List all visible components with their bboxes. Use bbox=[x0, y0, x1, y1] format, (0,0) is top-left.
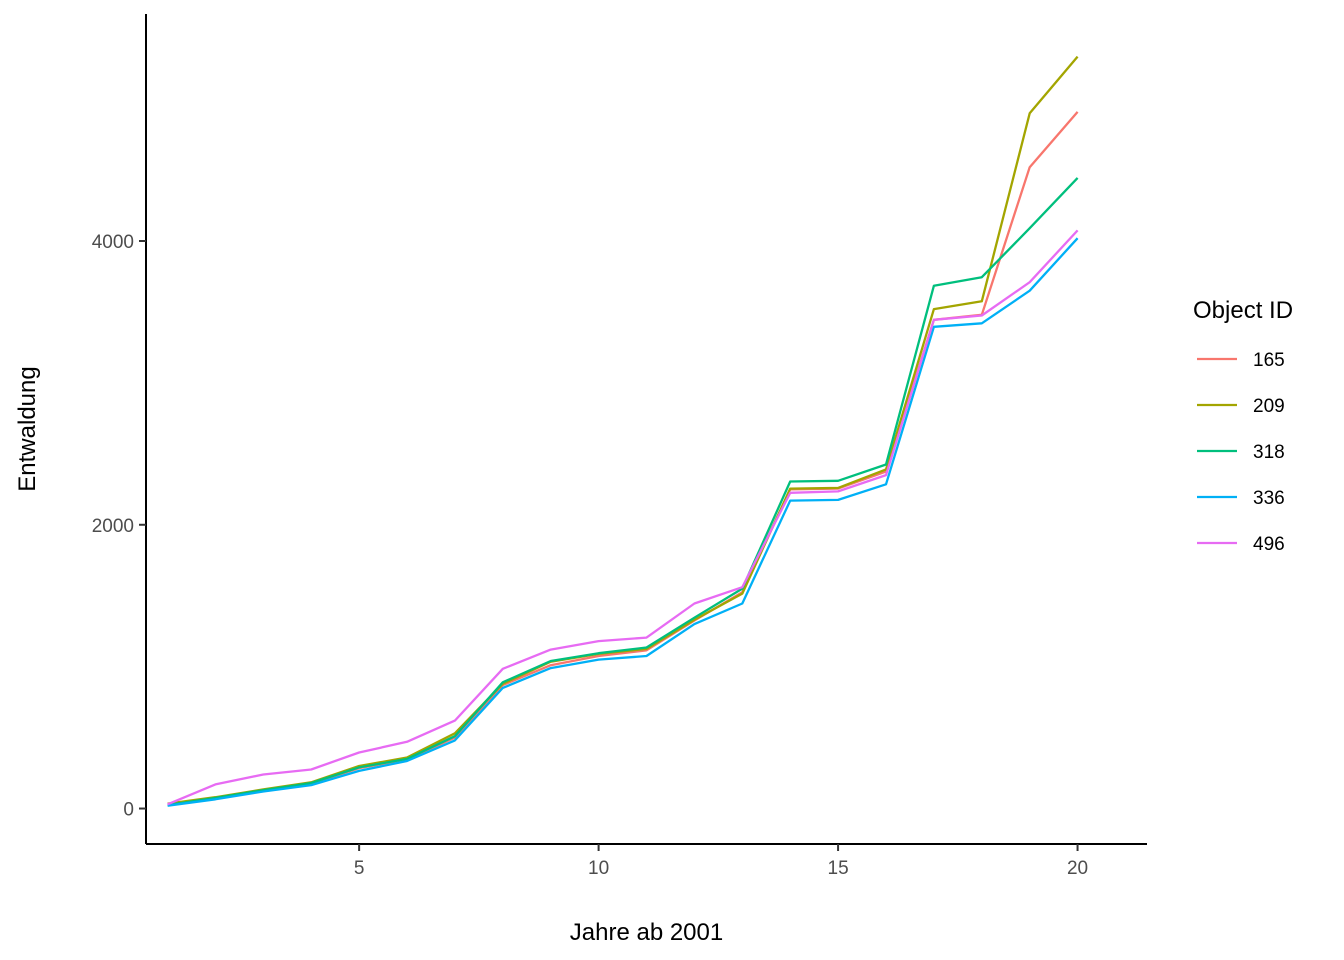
series-line-165 bbox=[167, 111, 1079, 807]
axes bbox=[145, 14, 1147, 845]
x-axis-title: Jahre ab 2001 bbox=[570, 919, 723, 946]
series-line-496 bbox=[167, 229, 1079, 806]
x-tick-label: 10 bbox=[588, 858, 609, 879]
x-ticks: 5 10 15 20 bbox=[354, 844, 1088, 879]
y-tick-label: 4000 bbox=[92, 232, 134, 253]
legend-items: 165 209 318 336 496 bbox=[1197, 350, 1285, 555]
x-tick-label: 5 bbox=[354, 858, 365, 879]
series-line-318 bbox=[167, 177, 1079, 807]
series-line-336 bbox=[167, 237, 1079, 807]
x-tick-label: 15 bbox=[828, 858, 849, 879]
plot-lines bbox=[167, 55, 1079, 807]
series-line-209 bbox=[167, 55, 1079, 805]
y-tick-label: 2000 bbox=[92, 516, 134, 537]
y-axis-title: Entwaldung bbox=[14, 366, 41, 491]
legend: Object ID 165 209 318 336 496 bbox=[1193, 297, 1293, 555]
legend-label-165: 165 bbox=[1253, 350, 1285, 371]
y-tick-label: 0 bbox=[123, 800, 134, 821]
x-tick-label: 20 bbox=[1067, 858, 1088, 879]
legend-label-209: 209 bbox=[1253, 396, 1285, 417]
legend-label-318: 318 bbox=[1253, 442, 1285, 463]
y-ticks: 0 2000 4000 bbox=[92, 232, 146, 821]
legend-label-336: 336 bbox=[1253, 488, 1285, 509]
legend-title: Object ID bbox=[1193, 297, 1293, 324]
legend-label-496: 496 bbox=[1253, 534, 1285, 555]
